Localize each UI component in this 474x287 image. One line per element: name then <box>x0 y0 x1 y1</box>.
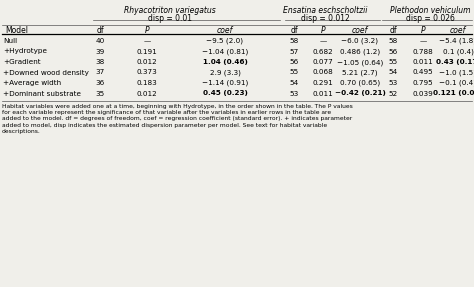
Text: 54: 54 <box>289 80 299 86</box>
Text: 35: 35 <box>95 90 105 96</box>
Text: Ensatina eschscholtzii: Ensatina eschscholtzii <box>283 6 367 15</box>
Text: 0.011: 0.011 <box>413 59 433 65</box>
Text: −1.05 (0.64): −1.05 (0.64) <box>337 59 383 65</box>
Text: 5.21 (2.7): 5.21 (2.7) <box>342 69 378 76</box>
Text: 0.011: 0.011 <box>313 90 333 96</box>
Text: Rhyacotriton variegatus: Rhyacotriton variegatus <box>124 6 216 15</box>
Text: 40: 40 <box>95 38 105 44</box>
Text: +Average width: +Average width <box>3 80 61 86</box>
Text: 58: 58 <box>289 38 299 44</box>
Text: 54: 54 <box>388 69 398 75</box>
Text: 0.191: 0.191 <box>137 49 157 55</box>
Text: 55: 55 <box>388 59 398 65</box>
Text: 0.788: 0.788 <box>413 49 433 55</box>
Text: P: P <box>321 26 325 35</box>
Text: 0.121 (0.06): 0.121 (0.06) <box>433 90 474 96</box>
Text: −6.0 (3.2): −6.0 (3.2) <box>341 38 379 44</box>
Text: df: df <box>389 26 397 35</box>
Text: coef: coef <box>217 26 233 35</box>
Text: −0.42 (0.21): −0.42 (0.21) <box>335 90 385 96</box>
Text: 0.373: 0.373 <box>137 69 157 75</box>
Text: 0.795: 0.795 <box>413 80 433 86</box>
Text: 36: 36 <box>95 80 105 86</box>
Text: −5.4 (1.8): −5.4 (1.8) <box>439 38 474 44</box>
Text: disp = 0.026: disp = 0.026 <box>406 14 455 23</box>
Text: 0.012: 0.012 <box>137 90 157 96</box>
Text: −0.1 (0.4): −0.1 (0.4) <box>439 80 474 86</box>
Text: Plethodon vehiculum: Plethodon vehiculum <box>390 6 470 15</box>
Text: 53: 53 <box>388 80 398 86</box>
Text: 0.486 (1.2): 0.486 (1.2) <box>340 49 380 55</box>
Text: 0.291: 0.291 <box>313 80 333 86</box>
Text: +Downed wood density: +Downed wood density <box>3 69 89 75</box>
Text: 52: 52 <box>388 90 398 96</box>
Text: −1.0 (1.5): −1.0 (1.5) <box>439 69 474 76</box>
Text: 0.077: 0.077 <box>313 59 333 65</box>
Text: 0.43 (0.17): 0.43 (0.17) <box>436 59 474 65</box>
Text: —: — <box>143 38 151 44</box>
Text: 56: 56 <box>289 59 299 65</box>
Text: 0.70 (0.65): 0.70 (0.65) <box>340 80 380 86</box>
Text: 56: 56 <box>388 49 398 55</box>
Text: 0.039: 0.039 <box>413 90 433 96</box>
Text: P: P <box>145 26 149 35</box>
Text: disp = 0.012: disp = 0.012 <box>301 14 349 23</box>
Text: 0.1 (0.4): 0.1 (0.4) <box>443 49 474 55</box>
Text: 0.012: 0.012 <box>137 59 157 65</box>
Text: 53: 53 <box>289 90 299 96</box>
Text: 0.068: 0.068 <box>313 69 333 75</box>
Text: 0.183: 0.183 <box>137 80 157 86</box>
Text: Model: Model <box>6 26 28 35</box>
Text: Habitat variables were added one at a time, beginning with Hydrotype, in the ord: Habitat variables were added one at a ti… <box>2 104 353 134</box>
Text: +Gradient: +Gradient <box>3 59 41 65</box>
Text: df: df <box>290 26 298 35</box>
Text: −9.5 (2.0): −9.5 (2.0) <box>207 38 244 44</box>
Text: 0.495: 0.495 <box>413 69 433 75</box>
Text: +Hydrotype: +Hydrotype <box>3 49 47 55</box>
Text: 1.04 (0.46): 1.04 (0.46) <box>202 59 247 65</box>
Text: coef: coef <box>352 26 368 35</box>
Text: 2.9 (3.3): 2.9 (3.3) <box>210 69 240 76</box>
Text: −1.14 (0.91): −1.14 (0.91) <box>202 80 248 86</box>
Text: −1.04 (0.81): −1.04 (0.81) <box>202 49 248 55</box>
Text: 0.45 (0.23): 0.45 (0.23) <box>202 90 247 96</box>
Text: 38: 38 <box>95 59 105 65</box>
Text: 37: 37 <box>95 69 105 75</box>
Text: P: P <box>421 26 425 35</box>
Text: —: — <box>419 38 427 44</box>
Text: 0.682: 0.682 <box>313 49 333 55</box>
Text: 55: 55 <box>289 69 299 75</box>
Text: 39: 39 <box>95 49 105 55</box>
Text: +Dominant substrate: +Dominant substrate <box>3 90 81 96</box>
Text: coef: coef <box>450 26 466 35</box>
Text: Null: Null <box>3 38 17 44</box>
Text: disp = 0.01: disp = 0.01 <box>148 14 192 23</box>
Text: 58: 58 <box>388 38 398 44</box>
Text: 57: 57 <box>289 49 299 55</box>
Text: —: — <box>319 38 327 44</box>
Text: df: df <box>96 26 104 35</box>
